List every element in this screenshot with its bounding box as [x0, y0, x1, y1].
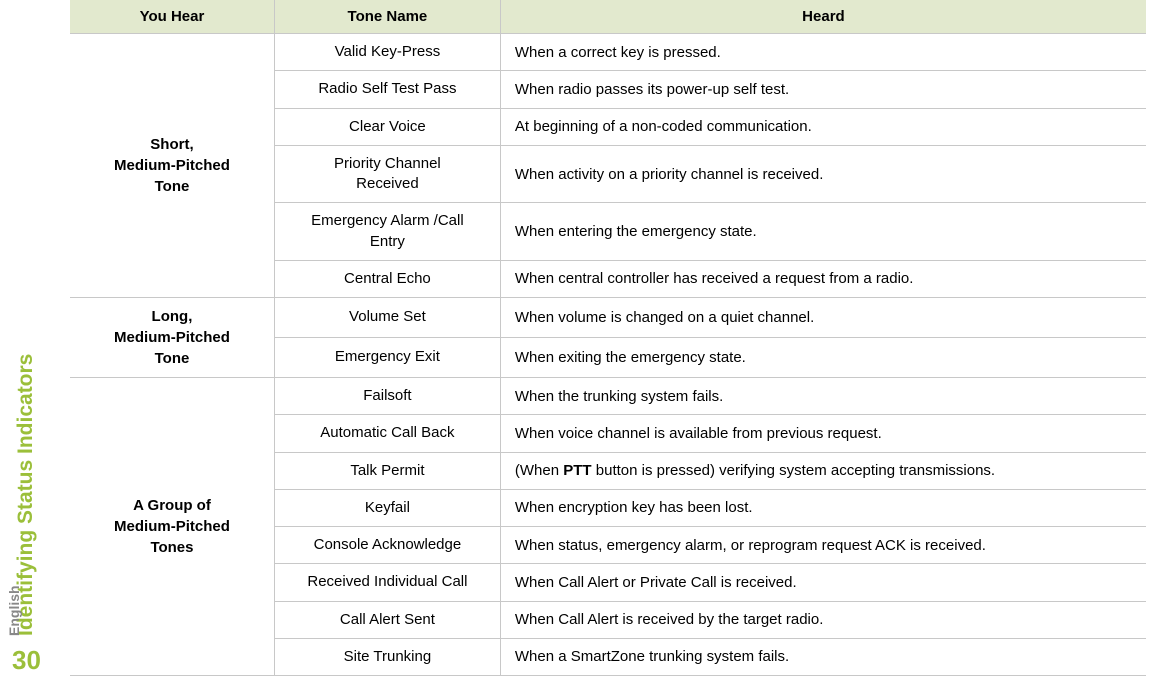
group-label: Long,Medium-PitchedTone — [70, 298, 274, 378]
heard-description: When encryption key has been lost. — [500, 489, 1146, 526]
content-area: You Hear Tone Name Heard Short,Medium-Pi… — [70, 0, 1146, 676]
table-row: A Group ofMedium-PitchedTonesFailsoftWhe… — [70, 378, 1146, 415]
heard-description: When volume is changed on a quiet channe… — [500, 298, 1146, 338]
col-heard: Heard — [500, 0, 1146, 34]
col-you-hear: You Hear — [70, 0, 274, 34]
tone-name: Emergency Exit — [274, 338, 500, 378]
table-row: Long,Medium-PitchedToneVolume SetWhen vo… — [70, 298, 1146, 338]
group-label: Short,Medium-PitchedTone — [70, 34, 274, 298]
heard-description: When voice channel is available from pre… — [500, 415, 1146, 452]
tone-name: Radio Self Test Pass — [274, 71, 500, 108]
heard-description: When exiting the emergency state. — [500, 338, 1146, 378]
page-number: 30 — [12, 645, 41, 676]
tone-name: Received Individual Call — [274, 564, 500, 601]
heard-description: At beginning of a non-coded communicatio… — [500, 108, 1146, 145]
heard-description: When entering the emergency state. — [500, 203, 1146, 261]
table-body: Short,Medium-PitchedToneValid Key-PressW… — [70, 34, 1146, 676]
tone-name: Talk Permit — [274, 452, 500, 489]
heard-description: When activity on a priority channel is r… — [500, 145, 1146, 203]
heard-description: When Call Alert is received by the targe… — [500, 601, 1146, 638]
heard-description: (When PTT button is pressed) verifying s… — [500, 452, 1146, 489]
tone-name: Priority ChannelReceived — [274, 145, 500, 203]
tone-name: Volume Set — [274, 298, 500, 338]
tones-table: You Hear Tone Name Heard Short,Medium-Pi… — [70, 0, 1146, 676]
tone-name: Failsoft — [274, 378, 500, 415]
col-tone-name: Tone Name — [274, 0, 500, 34]
table-row: Short,Medium-PitchedToneValid Key-PressW… — [70, 34, 1146, 71]
heard-description: When radio passes its power-up self test… — [500, 71, 1146, 108]
heard-description: When status, emergency alarm, or reprogr… — [500, 527, 1146, 564]
tone-name: Console Acknowledge — [274, 527, 500, 564]
tone-name: Automatic Call Back — [274, 415, 500, 452]
heard-description: When central controller has received a r… — [500, 260, 1146, 297]
heard-description: When a correct key is pressed. — [500, 34, 1146, 71]
table-header-row: You Hear Tone Name Heard — [70, 0, 1146, 34]
sidebar: Identifying Status Indicators English 30 — [0, 0, 60, 694]
language-label: English — [6, 585, 22, 636]
tone-name: Site Trunking — [274, 638, 500, 675]
tone-name: Valid Key-Press — [274, 34, 500, 71]
tone-name: Keyfail — [274, 489, 500, 526]
tone-name: Central Echo — [274, 260, 500, 297]
heard-description: When the trunking system fails. — [500, 378, 1146, 415]
heard-description: When a SmartZone trunking system fails. — [500, 638, 1146, 675]
group-label: A Group ofMedium-PitchedTones — [70, 378, 274, 676]
tone-name: Clear Voice — [274, 108, 500, 145]
tone-name: Emergency Alarm /CallEntry — [274, 203, 500, 261]
tone-name: Call Alert Sent — [274, 601, 500, 638]
heard-description: When Call Alert or Private Call is recei… — [500, 564, 1146, 601]
